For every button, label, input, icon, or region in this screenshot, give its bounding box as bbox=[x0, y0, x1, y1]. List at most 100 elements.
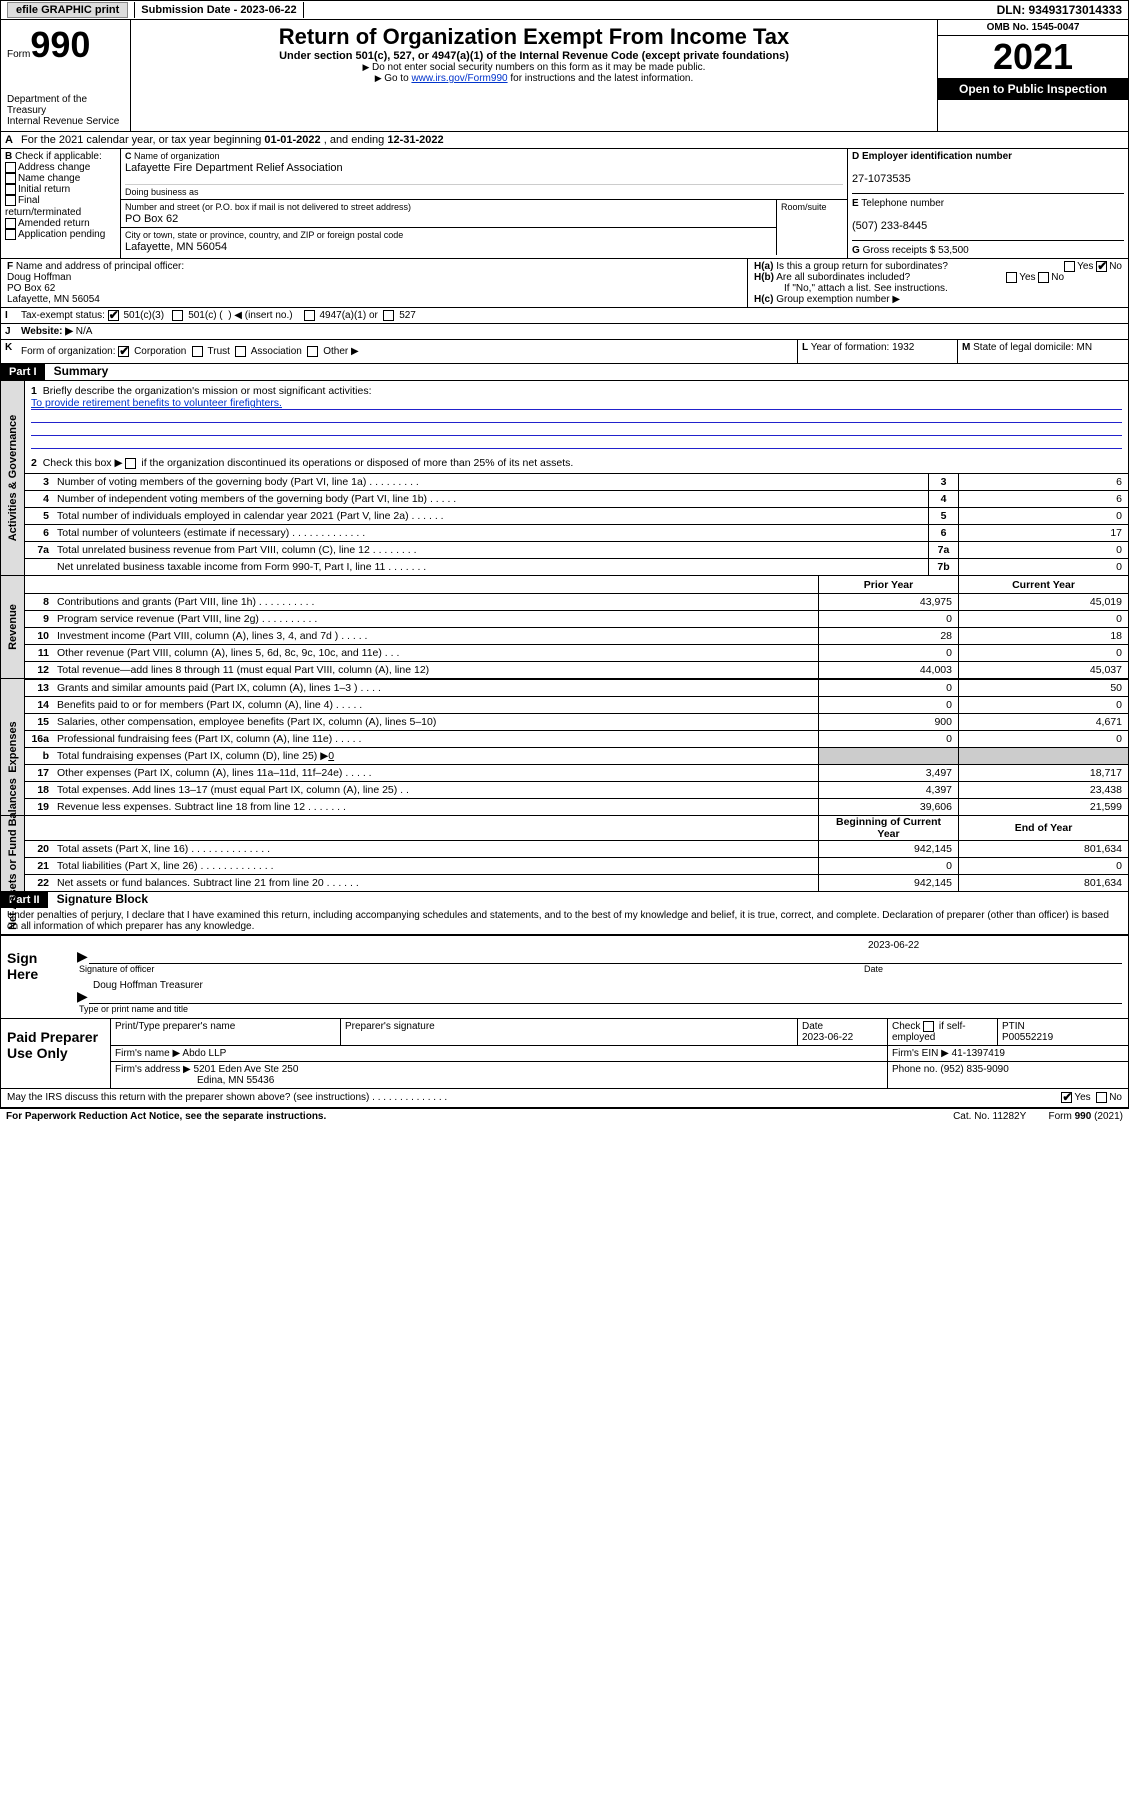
cb-initial-return[interactable] bbox=[5, 184, 16, 195]
submission-date: Submission Date - 2023-06-22 bbox=[135, 2, 303, 18]
cb-527[interactable] bbox=[383, 310, 394, 321]
mission-text[interactable]: To provide retirement benefits to volunt… bbox=[31, 397, 1122, 410]
line-19: 19 Revenue less expenses. Subtract line … bbox=[25, 798, 1128, 815]
top-bar: efile GRAPHIC print Submission Date - 20… bbox=[0, 0, 1129, 20]
open-public: Open to Public Inspection bbox=[938, 78, 1128, 100]
cb-other[interactable] bbox=[307, 346, 318, 357]
prep-sig-label: Preparer's signature bbox=[341, 1019, 798, 1045]
officer-name-line: ▶Doug Hoffman Treasurer bbox=[89, 980, 1122, 1004]
irs-link[interactable]: www.irs.gov/Form990 bbox=[411, 73, 507, 84]
cb-ha-no[interactable] bbox=[1096, 261, 1107, 272]
box-c: C Name of organization Lafayette Fire De… bbox=[121, 149, 848, 258]
line-22: 22 Net assets or fund balances. Subtract… bbox=[25, 874, 1128, 891]
col-boy: Beginning of Current Year bbox=[818, 816, 958, 840]
may-irs-discuss: May the IRS discuss this return with the… bbox=[1, 1088, 1128, 1106]
cb-discuss-yes[interactable] bbox=[1061, 1092, 1072, 1103]
line-6: 6 Total number of volunteers (estimate i… bbox=[25, 524, 1128, 541]
room-suite: Room/suite bbox=[777, 200, 847, 255]
line-16a: 16a Professional fundraising fees (Part … bbox=[25, 730, 1128, 747]
firm-ein: 41-1397419 bbox=[952, 1048, 1005, 1059]
cb-501c[interactable] bbox=[172, 310, 183, 321]
state-domicile: MN bbox=[1077, 342, 1093, 353]
line-18: 18 Total expenses. Add lines 13–17 (must… bbox=[25, 781, 1128, 798]
tax-year-range: For the 2021 calendar year, or tax year … bbox=[17, 132, 448, 148]
signature-block: Sign Here ▶ Signature of officer 2023-06… bbox=[1, 934, 1128, 1018]
cb-discuss-no[interactable] bbox=[1096, 1092, 1107, 1103]
line-12: 12 Total revenue—add lines 8 through 11 … bbox=[25, 661, 1128, 678]
line-3: 3 Number of voting members of the govern… bbox=[25, 473, 1128, 490]
col-eoy: End of Year bbox=[958, 816, 1128, 840]
activities-governance: Activities & Governance 1 Briefly descri… bbox=[1, 380, 1128, 575]
part2-header: Part II Signature Block bbox=[1, 891, 1128, 908]
cb-app-pending[interactable] bbox=[5, 229, 16, 240]
line-klm: K Form of organization: Corporation Trus… bbox=[1, 339, 1128, 363]
net-assets-section: Net Assets or Fund Balances Beginning of… bbox=[1, 815, 1128, 891]
officer-addr1: PO Box 62 bbox=[7, 283, 55, 294]
line-4: 4 Number of independent voting members o… bbox=[25, 490, 1128, 507]
cb-amended[interactable] bbox=[5, 218, 16, 229]
dept-treasury: Department of the Treasury bbox=[7, 94, 124, 116]
officer-addr2: Lafayette, MN 56054 bbox=[7, 294, 100, 305]
cb-address-change[interactable] bbox=[5, 162, 16, 173]
form-subtitle: Under section 501(c), 527, or 4947(a)(1)… bbox=[137, 50, 931, 62]
cb-self-employed[interactable] bbox=[923, 1021, 934, 1032]
perjury-declaration: Under penalties of perjury, I declare th… bbox=[1, 908, 1128, 934]
expenses-section: Expenses 13 Grants and similar amounts p… bbox=[1, 678, 1128, 815]
header: Form990 Department of the Treasury Inter… bbox=[1, 20, 1128, 131]
line-7b: Net unrelated business taxable income fr… bbox=[25, 558, 1128, 575]
gross-receipts: 53,500 bbox=[938, 245, 969, 256]
cb-ha-yes[interactable] bbox=[1064, 261, 1075, 272]
officer-signature-line[interactable]: ▶ bbox=[89, 940, 862, 964]
line-15: 15 Salaries, other compensation, employe… bbox=[25, 713, 1128, 730]
cb-assoc[interactable] bbox=[235, 346, 246, 357]
ein: 27-1073535 bbox=[852, 173, 911, 185]
sig-date: 2023-06-22 bbox=[862, 940, 1122, 964]
firm-name: Abdo LLP bbox=[182, 1048, 226, 1059]
cb-hb-yes[interactable] bbox=[1006, 272, 1017, 283]
part1-header: Part I Summary bbox=[1, 363, 1128, 380]
col-prior-year: Prior Year bbox=[818, 576, 958, 593]
line-5: 5 Total number of individuals employed i… bbox=[25, 507, 1128, 524]
cb-name-change[interactable] bbox=[5, 173, 16, 184]
footer: For Paperwork Reduction Act Notice, see … bbox=[0, 1108, 1129, 1124]
cb-discontinued[interactable] bbox=[125, 458, 136, 469]
form-label: Form bbox=[7, 49, 30, 60]
dln: DLN: 93493173014333 bbox=[991, 1, 1128, 19]
officer-block: F Name and address of principal officer:… bbox=[1, 258, 1128, 307]
cb-501c3[interactable] bbox=[108, 310, 119, 321]
firm-addr1: 5201 Eden Ave Ste 250 bbox=[194, 1064, 299, 1075]
line-9: 9 Program service revenue (Part VIII, li… bbox=[25, 610, 1128, 627]
cb-trust[interactable] bbox=[192, 346, 203, 357]
line-21: 21 Total liabilities (Part X, line 26) .… bbox=[25, 857, 1128, 874]
line-10: 10 Investment income (Part VIII, column … bbox=[25, 627, 1128, 644]
form-title: Return of Organization Exempt From Incom… bbox=[137, 24, 931, 50]
box-d: D Employer identification number 27-1073… bbox=[848, 149, 1128, 258]
col-current-year: Current Year bbox=[958, 576, 1128, 593]
firm-addr2: Edina, MN 55436 bbox=[115, 1075, 274, 1086]
omb-number: OMB No. 1545-0047 bbox=[938, 20, 1128, 36]
line-14: 14 Benefits paid to or for members (Part… bbox=[25, 696, 1128, 713]
cb-final-return[interactable] bbox=[5, 195, 16, 206]
efile-button[interactable]: efile GRAPHIC print bbox=[1, 2, 135, 18]
tax-year: 2021 bbox=[938, 36, 1128, 78]
line-16b: Total fundraising expenses (Part IX, col… bbox=[53, 750, 818, 762]
prep-date: 2023-06-22 bbox=[802, 1032, 853, 1043]
org-name: Lafayette Fire Department Relief Associa… bbox=[125, 162, 343, 174]
irs-label: Internal Revenue Service bbox=[7, 116, 124, 127]
entity-block: B Check if applicable: Address change Na… bbox=[1, 148, 1128, 258]
ptin: P00552219 bbox=[1002, 1032, 1053, 1043]
cb-hb-no[interactable] bbox=[1038, 272, 1049, 283]
note-goto: Go to www.irs.gov/Form990 for instructio… bbox=[137, 73, 931, 84]
line-13: 13 Grants and similar amounts paid (Part… bbox=[25, 679, 1128, 696]
firm-phone: (952) 835-9090 bbox=[940, 1064, 1008, 1075]
officer-name: Doug Hoffman bbox=[7, 272, 71, 283]
cb-corp[interactable] bbox=[118, 346, 129, 357]
phone: (507) 233-8445 bbox=[852, 220, 927, 232]
city-state-zip: Lafayette, MN 56054 bbox=[125, 241, 227, 253]
cb-4947[interactable] bbox=[304, 310, 315, 321]
line-17: 17 Other expenses (Part IX, column (A), … bbox=[25, 764, 1128, 781]
year-formation: 1932 bbox=[892, 342, 914, 353]
form-body: Form990 Department of the Treasury Inter… bbox=[0, 20, 1129, 1108]
box-b: B Check if applicable: Address change Na… bbox=[1, 149, 121, 258]
prep-name-label: Print/Type preparer's name bbox=[111, 1019, 341, 1045]
